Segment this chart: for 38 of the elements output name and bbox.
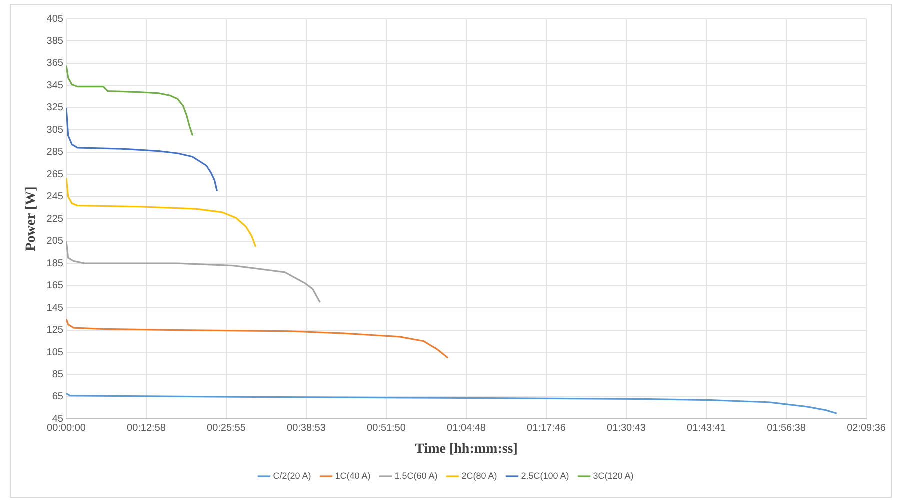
legend-label: C/2(20 A) <box>273 470 312 481</box>
y-tick-label: 85 <box>52 369 64 380</box>
y-tick-label: 305 <box>46 124 64 136</box>
legend-label: 3C(120 A) <box>593 470 634 481</box>
y-tick-label: 125 <box>46 325 64 336</box>
y-tick-label: 345 <box>46 80 64 92</box>
y-tick-label: 165 <box>46 280 64 292</box>
x-tick-label: 02:09:36 <box>847 422 886 434</box>
x-tick-label: 00:38:53 <box>287 422 326 434</box>
y-tick-label: 265 <box>46 169 64 180</box>
y-tick-label: 285 <box>46 147 64 158</box>
y-tick-label: 105 <box>46 347 64 358</box>
y-tick-label: 225 <box>46 214 64 225</box>
y-tick-label: 45 <box>52 414 64 425</box>
y-tick-label: 405 <box>46 14 64 25</box>
y-tick-label: 325 <box>46 102 64 114</box>
y-tick-label: 365 <box>46 58 64 70</box>
x-tick-label: 00:12:58 <box>127 422 166 434</box>
y-axis-title: Power [W] <box>24 186 40 252</box>
x-tick-label: 01:43:41 <box>687 422 726 434</box>
y-tick-label: 145 <box>46 302 64 314</box>
x-tick-label: 00:25:55 <box>207 422 246 434</box>
y-tick-label: 385 <box>46 36 64 47</box>
x-tick-label: 00:51:50 <box>367 422 406 434</box>
x-tick-label: 01:56:38 <box>767 422 806 434</box>
x-axis-title: Time [hh:mm:ss] <box>415 442 518 458</box>
y-tick-label: 185 <box>46 258 64 270</box>
x-tick-label: 00:00:00 <box>47 422 86 434</box>
y-tick-label: 245 <box>46 192 64 203</box>
x-tick-label: 01:30:43 <box>607 422 646 434</box>
x-tick-label: 01:17:46 <box>527 422 566 434</box>
x-tick-label: 01:04:48 <box>447 422 486 434</box>
legend-label: 2.5C(100 A) <box>521 470 570 481</box>
y-tick-label: 65 <box>52 392 64 403</box>
y-tick-label: 205 <box>46 236 64 248</box>
legend-label: 2C(80 A) <box>462 470 498 481</box>
legend-label: 1.5C(60 A) <box>394 470 438 481</box>
legend-label: 1C(40 A) <box>335 470 371 481</box>
